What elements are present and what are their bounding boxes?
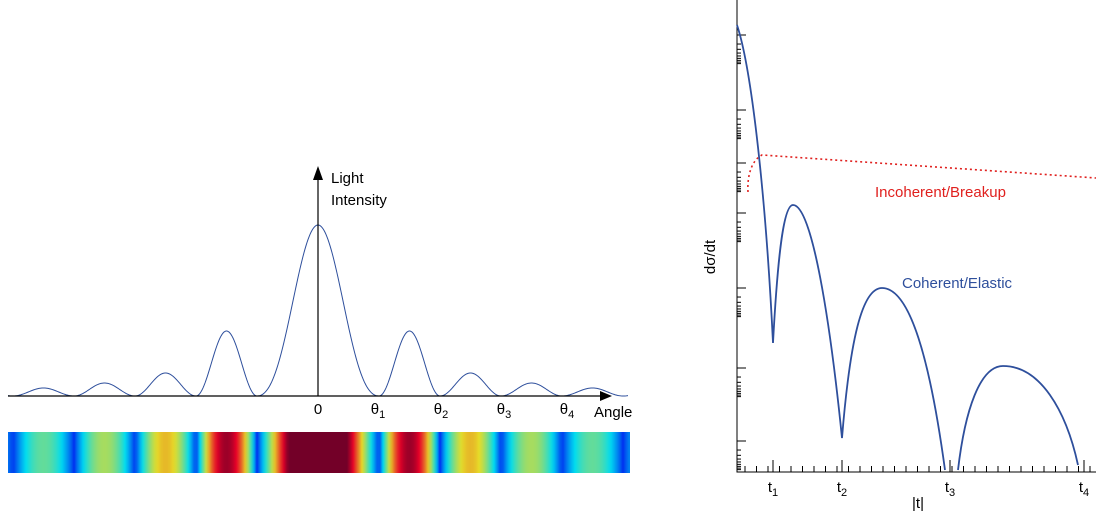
tick-base: θ bbox=[497, 401, 505, 418]
tick-label: θ1 bbox=[371, 401, 385, 421]
tick-base: t bbox=[768, 479, 773, 496]
tick-base: t bbox=[945, 479, 950, 496]
incoherent-label: Incoherent/Breakup bbox=[875, 184, 1006, 201]
tick-label: θ3 bbox=[497, 401, 511, 421]
tick-sub: 4 bbox=[568, 409, 574, 421]
y-label: Intensity bbox=[331, 192, 387, 209]
origin-label: 0 bbox=[314, 401, 322, 418]
coherent-label: Coherent/Elastic bbox=[902, 275, 1013, 292]
incoherent-curve bbox=[747, 154, 1096, 193]
tick-label: t3 bbox=[945, 479, 955, 499]
tick-label: θ2 bbox=[434, 401, 448, 421]
coherent-curve bbox=[736, 24, 1079, 471]
x-label: Angle bbox=[594, 404, 632, 421]
tick-label: t1 bbox=[768, 479, 778, 499]
fringe-pattern bbox=[8, 432, 630, 473]
x-label: |t| bbox=[912, 495, 924, 512]
tick-label: t4 bbox=[1079, 479, 1089, 499]
x-axis-arrow bbox=[600, 391, 612, 401]
tick-base: t bbox=[837, 479, 842, 496]
tick-sub: 4 bbox=[1083, 487, 1089, 499]
tick-sub: 2 bbox=[841, 487, 847, 499]
tick-sub: 3 bbox=[949, 487, 955, 499]
tick-sub: 3 bbox=[505, 409, 511, 421]
y-label: Light bbox=[331, 170, 364, 187]
tick-sub: 1 bbox=[772, 487, 778, 499]
frame bbox=[736, 0, 1096, 473]
y-label: dσ/dt bbox=[702, 239, 719, 274]
tick-sub: 1 bbox=[379, 409, 385, 421]
tick-label: θ4 bbox=[560, 401, 574, 421]
tick-base: t bbox=[1079, 479, 1084, 496]
tick-base: θ bbox=[371, 401, 379, 418]
y-axis-arrow bbox=[313, 166, 323, 180]
tick-base: θ bbox=[434, 401, 442, 418]
tick-base: θ bbox=[560, 401, 568, 418]
tick-sub: 2 bbox=[442, 409, 448, 421]
tick-label: t2 bbox=[837, 479, 847, 499]
